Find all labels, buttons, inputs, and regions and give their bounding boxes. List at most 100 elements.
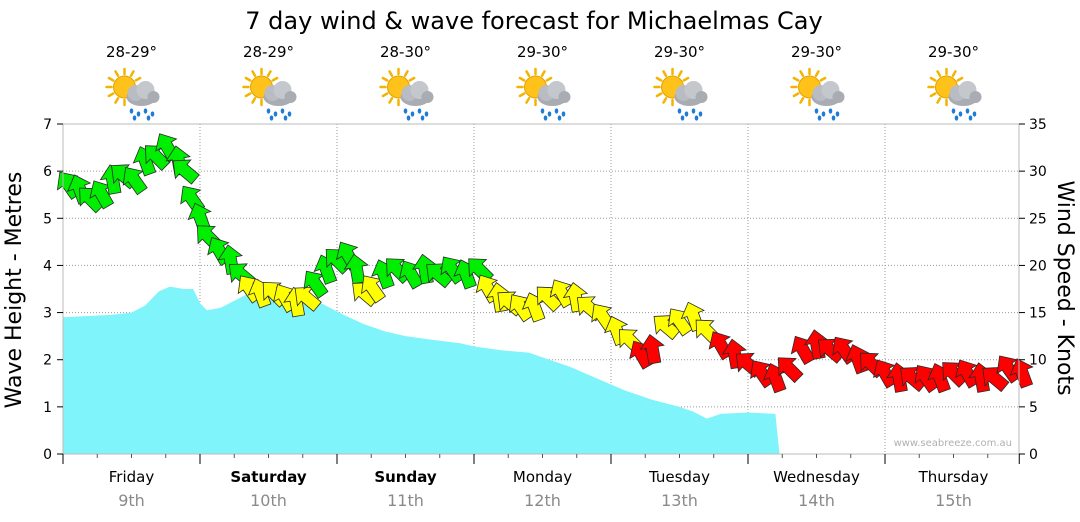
sun-cloud-rain-icon [516,67,571,121]
temperature-label: 28-29° [106,43,157,61]
right-axis-title: Wind Speed - Knots [1052,180,1077,395]
sun-ray [114,70,120,77]
wind-arrow [172,159,200,185]
right-tick-label: 15 [1029,306,1047,322]
sun-cloud-rain-icon [242,67,297,121]
rain-drop [965,108,970,114]
day-label: Saturday [230,468,307,486]
rain-drop [691,108,696,114]
x-axis: Friday 9th Saturday 10th Sunday 11th Monday 12t… [62,454,1020,510]
date-label: 13th [661,491,698,510]
rain-drop [694,115,699,121]
day-label: Friday [109,468,155,486]
temperature-label: 29-30° [791,43,842,61]
left-tick-label: 7 [43,117,52,133]
sun-ray [408,76,416,82]
rain-drop [410,111,415,117]
wind-arrow-shape [777,357,804,384]
sun-ray [114,97,120,104]
rain-drop [684,111,689,117]
wind-arrows [56,133,1034,394]
left-tick-label: 2 [43,353,52,369]
sun-ray [936,97,942,104]
day-label: Thursday [918,468,989,486]
left-axis-ticks: 0 1 2 3 4 5 6 7 [43,117,63,463]
temperature-label: 29-30° [928,43,979,61]
right-tick-label: 5 [1029,400,1038,416]
left-tick-label: 6 [43,164,52,180]
rain-drop [968,115,973,121]
rain-drop [543,115,548,121]
cloud-puff [147,91,160,103]
sun-ray [518,92,526,98]
sun-ray [251,97,257,104]
sun-cloud-rain-icon [105,67,160,121]
plot-border [62,123,1020,455]
sun-ray [799,70,805,77]
chart-title: 7 day wind & wave forecast for Michaelma… [245,7,822,35]
rain-drop [403,108,408,114]
temperature-label: 28-30° [380,43,431,61]
rain-drop [831,115,836,121]
day-label: Wednesday [773,468,860,486]
cloud-puff [284,91,297,103]
rain-drop [561,111,566,117]
temperature-label: 29-30° [517,43,568,61]
left-axis-title: Wave Height - Metres [2,172,27,409]
wind-arrow [361,275,387,304]
sun-ray [244,76,252,82]
sun-cloud-rain-icon [790,67,845,121]
cloud-puff [421,91,434,103]
rain-drop [287,111,292,117]
date-label: 14th [798,491,835,510]
sun-ray [814,70,820,77]
right-tick-label: 30 [1029,164,1047,180]
cloud-puff [695,91,708,103]
rain-drop [129,108,134,114]
wave-height-area [63,286,780,454]
sun-ray [682,76,690,82]
left-tick-label: 0 [43,447,52,463]
sun-ray [271,76,279,82]
sun-ray [936,70,942,77]
right-axis-ticks: 0 5 10 15 20 25 30 35 [1019,117,1047,463]
sun-ray [388,97,394,104]
sun-ray [792,76,800,82]
rain-drop [424,111,429,117]
right-tick-label: 35 [1029,117,1047,133]
date-label: 11th [387,491,424,510]
left-tick-label: 1 [43,400,52,416]
date-label: 15th [935,491,972,510]
wind-arrow [777,357,804,384]
sun-ray [381,76,389,82]
rain-drop [146,115,151,121]
cloud-puff [558,91,571,103]
date-label: 12th [524,491,561,510]
cloud-puff [832,91,845,103]
rain-drop [266,108,271,114]
rain-drop [954,115,959,121]
sun-ray [525,70,531,77]
rain-drop [821,111,826,117]
sun-ray [799,97,805,104]
rain-drop [557,115,562,121]
sun-ray [677,70,683,77]
temperature-label: 28-29° [243,43,294,61]
wind-arrow [1009,358,1034,389]
wind-arrow [303,270,329,299]
wind-arrow-shape [303,270,329,299]
right-tick-label: 10 [1029,353,1047,369]
wind-arrow-shape [982,367,1010,393]
wind-arrow-shape [361,275,387,304]
sun-ray [929,92,937,98]
rain-drop [406,115,411,121]
rain-drop [420,115,425,121]
daily-forecast-header: 28-29° 28-29° 28-30° 29-30° 29-30° 29-30° 29-3… [105,43,982,121]
rain-drop [143,108,148,114]
rain-drop [680,115,685,121]
rain-drop [547,111,552,117]
rain-drop [972,111,977,117]
plot-area [56,123,1034,455]
sun-ray [129,70,135,77]
wind-arrow-shape [122,167,148,196]
